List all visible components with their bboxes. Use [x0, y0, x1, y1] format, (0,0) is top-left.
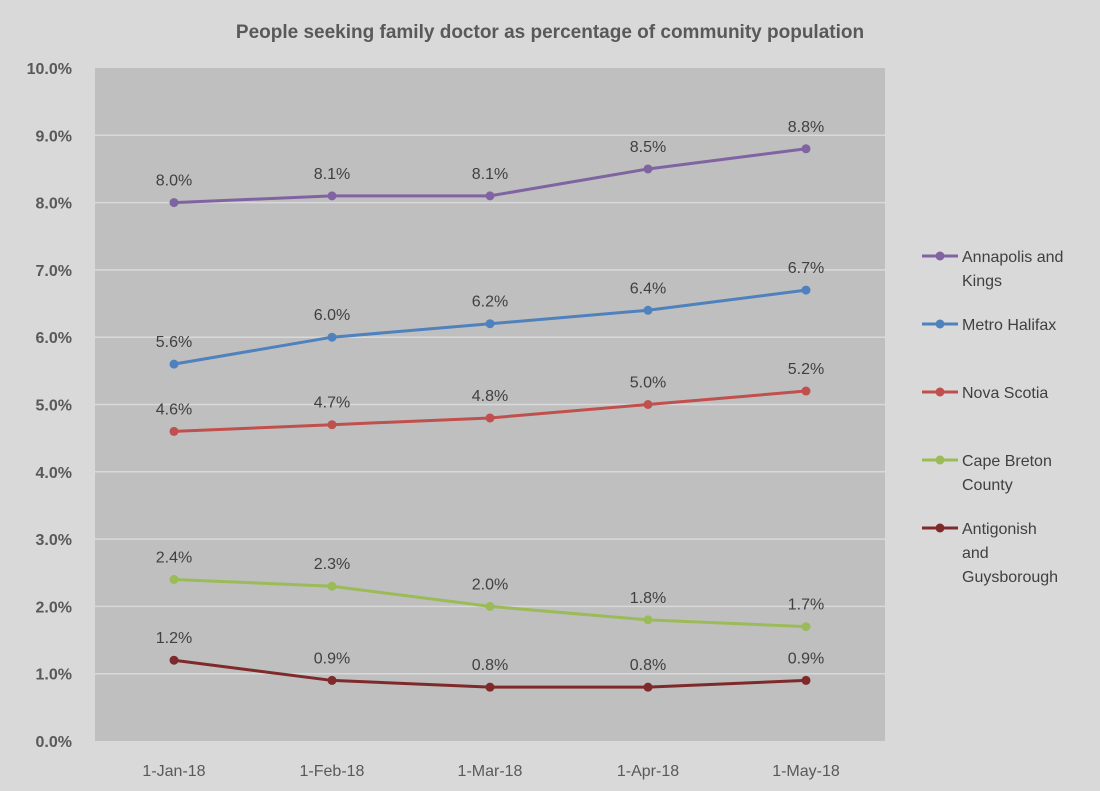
- data-point: [643, 682, 653, 692]
- data-label: 8.1%: [472, 166, 508, 183]
- data-label: 6.2%: [472, 294, 508, 311]
- data-point: [801, 285, 811, 295]
- data-point: [801, 675, 811, 685]
- legend-item: Antigonish and Guysborough: [922, 521, 1058, 586]
- data-label: 2.0%: [472, 576, 508, 593]
- data-point: [327, 191, 337, 201]
- x-tick-label: 1-May-18: [772, 763, 840, 780]
- data-point: [327, 332, 337, 342]
- data-label: 0.9%: [788, 650, 824, 667]
- data-point: [643, 164, 653, 174]
- data-label: 0.9%: [314, 650, 350, 667]
- data-point: [485, 682, 495, 692]
- data-label: 5.6%: [156, 334, 192, 351]
- data-point: [169, 655, 179, 665]
- legend-item: Metro Halifax: [922, 317, 1056, 334]
- data-point: [485, 319, 495, 329]
- data-label: 5.0%: [630, 375, 666, 392]
- data-label: 4.6%: [156, 401, 192, 418]
- y-tick-label: 6.0%: [36, 330, 72, 347]
- x-tick-label: 1-Feb-18: [300, 763, 365, 780]
- data-label: 0.8%: [472, 657, 508, 674]
- series-annapolis-and-kings: 8.0% 8.1% 8.1% 8.5% 8.8%: [156, 119, 824, 208]
- legend-marker-dot: [935, 387, 945, 397]
- legend-label: Kings: [962, 273, 1002, 290]
- data-label: 1.2%: [156, 630, 192, 647]
- x-tick-label: 1-Mar-18: [458, 763, 523, 780]
- y-tick-label: 1.0%: [36, 667, 72, 684]
- y-tick-label: 8.0%: [36, 196, 72, 213]
- data-label: 1.7%: [788, 597, 824, 614]
- legend-item: Annapolis and Kings: [922, 249, 1063, 290]
- legend-marker-dot: [935, 455, 945, 465]
- legend-label: Guysborough: [962, 569, 1058, 586]
- legend-label: and: [962, 545, 989, 562]
- y-tick-label: 10.0%: [27, 61, 72, 78]
- legend-item: Nova Scotia: [922, 385, 1048, 402]
- series-metro-halifax: 5.6% 6.0% 6.2% 6.4% 6.7%: [156, 260, 824, 369]
- data-point: [327, 581, 337, 591]
- y-tick-label: 2.0%: [36, 599, 72, 616]
- legend-marker-dot: [935, 319, 945, 329]
- data-label: 2.4%: [156, 549, 192, 566]
- data-point: [801, 144, 811, 154]
- data-point: [169, 359, 179, 369]
- legend-label: Metro Halifax: [962, 317, 1056, 334]
- y-tick-label: 7.0%: [36, 263, 72, 280]
- data-point: [643, 400, 653, 409]
- chart-title: People seeking family doctor as percenta…: [236, 22, 864, 43]
- data-label: 4.8%: [472, 388, 508, 405]
- data-point: [643, 615, 653, 625]
- data-point: [643, 305, 653, 315]
- y-tick-label: 0.0%: [36, 734, 72, 751]
- data-point: [169, 574, 179, 584]
- series-nova-scotia: 4.6% 4.7% 4.8% 5.0% 5.2%: [156, 361, 824, 436]
- legend-label: Antigonish: [962, 521, 1037, 538]
- legend-marker-dot: [935, 523, 945, 533]
- y-tick-label: 3.0%: [36, 532, 72, 549]
- data-label: 6.7%: [788, 260, 824, 277]
- x-tick-label: 1-Jan-18: [142, 763, 205, 780]
- data-label: 6.0%: [314, 307, 350, 324]
- data-label: 8.8%: [788, 119, 824, 136]
- data-label: 0.8%: [630, 657, 666, 674]
- y-tick-label: 4.0%: [36, 465, 72, 482]
- legend-item: Cape Breton County: [922, 453, 1052, 494]
- data-point: [169, 198, 179, 208]
- legend-label: Annapolis and: [962, 249, 1063, 266]
- data-label: 5.2%: [788, 361, 824, 378]
- legend-label: Cape Breton: [962, 453, 1052, 470]
- data-label: 8.0%: [156, 173, 192, 190]
- series-antigonish-and-guysborough: 1.2% 0.9% 0.8% 0.8% 0.9%: [156, 630, 824, 692]
- legend-marker-dot: [935, 251, 945, 261]
- x-tick-label: 1-Apr-18: [617, 763, 679, 780]
- data-point: [485, 191, 495, 201]
- data-point: [485, 601, 495, 611]
- data-label: 6.4%: [630, 280, 666, 297]
- data-point: [485, 413, 495, 423]
- series-cape-breton-county: 2.4% 2.3% 2.0% 1.8% 1.7%: [156, 549, 824, 632]
- data-label: 4.7%: [314, 395, 350, 412]
- legend-label: Nova Scotia: [962, 385, 1048, 402]
- y-tick-label: 5.0%: [36, 398, 72, 415]
- y-tick-label: 9.0%: [36, 128, 72, 145]
- data-point: [801, 386, 811, 396]
- data-label: 2.3%: [314, 556, 350, 573]
- data-label: 1.8%: [630, 590, 666, 607]
- legend-label: County: [962, 477, 1013, 494]
- data-point: [327, 675, 337, 685]
- data-label: 8.5%: [630, 139, 666, 156]
- data-point: [801, 622, 811, 632]
- data-point: [169, 426, 179, 436]
- data-point: [327, 420, 337, 430]
- data-label: 8.1%: [314, 166, 350, 183]
